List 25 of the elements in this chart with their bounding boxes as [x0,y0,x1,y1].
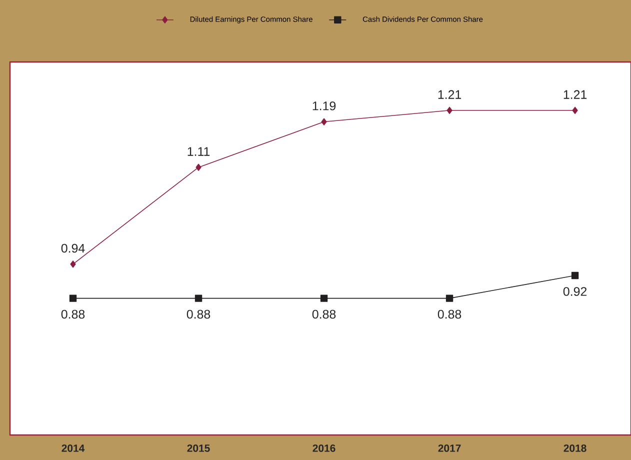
data-label: 0.94 [61,244,85,253]
point [571,272,579,280]
data-label: 1.19 [312,101,336,110]
point [320,294,328,302]
x-tick-label: 2014 [62,444,85,452]
data-label: 0.92 [563,287,587,296]
point [572,106,578,114]
point [321,118,327,126]
point [70,260,76,268]
data-label: 0.88 [438,310,462,319]
x-tick-label: 2018 [564,444,586,452]
x-tick-label: 2015 [187,444,210,452]
data-label: 0.88 [312,310,336,319]
data-label: 0.88 [186,310,210,319]
data-label: 1.21 [564,90,587,99]
data-label: 0.88 [61,310,85,319]
data-label: 1.11 [188,147,210,156]
point [69,294,77,302]
x-tick-label: 2017 [438,444,461,452]
point [196,164,202,171]
data-label: 1.21 [438,90,462,99]
point [446,106,452,114]
x-tick-label: 2016 [312,444,336,452]
point [194,294,202,302]
point [446,294,454,302]
